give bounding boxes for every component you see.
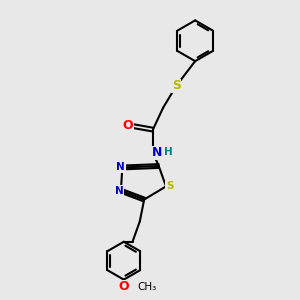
Text: N: N	[115, 186, 124, 196]
Text: S: S	[172, 80, 181, 92]
Text: N: N	[152, 146, 163, 159]
Text: N: N	[116, 163, 125, 172]
Text: O: O	[123, 119, 134, 132]
Text: O: O	[118, 280, 129, 293]
Text: H: H	[164, 147, 172, 157]
Text: CH₃: CH₃	[137, 283, 156, 292]
Text: S: S	[166, 182, 173, 191]
